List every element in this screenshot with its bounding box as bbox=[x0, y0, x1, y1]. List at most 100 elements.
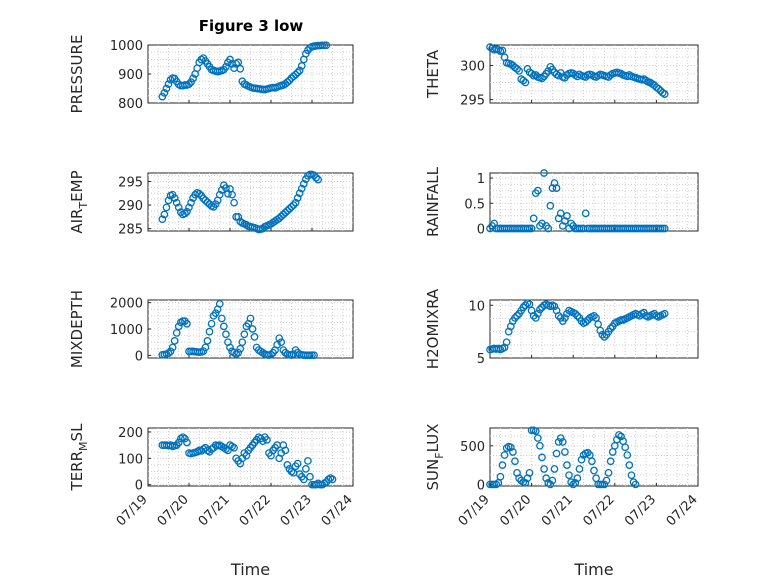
data-point bbox=[627, 471, 636, 480]
x-tick-label: 07/23 bbox=[622, 492, 659, 529]
data-point bbox=[283, 206, 292, 215]
data-point bbox=[220, 322, 228, 331]
data-point bbox=[552, 184, 561, 192]
data-point bbox=[631, 480, 640, 489]
data-point bbox=[248, 325, 257, 333]
data-point bbox=[625, 461, 634, 469]
y-tick-label: 1 bbox=[477, 172, 485, 187]
data-point bbox=[240, 330, 249, 339]
data-point bbox=[600, 333, 609, 341]
data-point bbox=[538, 453, 546, 462]
data-point bbox=[283, 461, 292, 469]
data-point bbox=[544, 479, 553, 487]
y-axis-label: H2OMIXRA bbox=[424, 288, 442, 369]
data-point bbox=[498, 461, 507, 469]
data-point bbox=[660, 224, 669, 233]
data-point bbox=[228, 190, 236, 199]
data-point bbox=[183, 319, 191, 328]
y-axis-label: AIRTEMP bbox=[68, 170, 90, 233]
data-point bbox=[293, 459, 302, 468]
data-point bbox=[207, 319, 216, 328]
data-point bbox=[623, 451, 632, 459]
y-tick-label: 295 bbox=[118, 175, 143, 190]
data-point bbox=[577, 455, 586, 464]
y-tick-label: 0.5 bbox=[464, 197, 485, 212]
data-point bbox=[540, 465, 548, 473]
data-point bbox=[293, 194, 302, 202]
data-point bbox=[299, 475, 308, 484]
data-point bbox=[550, 465, 559, 473]
data-point bbox=[236, 64, 245, 73]
data-point bbox=[571, 479, 580, 487]
data-point bbox=[322, 41, 331, 50]
data-point bbox=[215, 190, 224, 199]
data-point bbox=[160, 89, 169, 97]
subplot-air-temp: 285 290 295 AIRTEMP bbox=[68, 170, 354, 238]
y-tick-label: 285 bbox=[118, 223, 143, 238]
data-point bbox=[230, 443, 238, 452]
x-tick-label: 07/19 bbox=[114, 492, 151, 529]
data-point bbox=[162, 84, 171, 93]
data-point bbox=[529, 311, 538, 320]
data-point bbox=[531, 427, 540, 435]
data-point bbox=[181, 209, 189, 218]
data-point bbox=[536, 305, 544, 314]
subplot-terr-msl: 0 100 200 07/19 07/20 07/21 07/22 07/23 07/24 TER… bbox=[68, 423, 356, 579]
data-point bbox=[293, 68, 302, 77]
y-tick-label: 900 bbox=[118, 68, 143, 83]
data-point bbox=[606, 324, 615, 333]
y-tick-label: 10 bbox=[468, 299, 485, 314]
figure-title: Figure 3 low bbox=[199, 17, 304, 35]
y-tick-label: 0 bbox=[477, 478, 485, 493]
y-tick-label: 300 bbox=[460, 59, 485, 74]
data-point bbox=[571, 309, 580, 318]
data-point bbox=[211, 309, 220, 318]
data-point bbox=[304, 457, 312, 465]
data-point bbox=[554, 438, 563, 446]
data-point bbox=[160, 210, 169, 219]
data-point bbox=[600, 480, 609, 489]
data-point bbox=[515, 67, 523, 75]
data-point bbox=[232, 59, 240, 68]
data-point bbox=[533, 186, 542, 195]
x-tick-label: 07/22 bbox=[581, 492, 618, 529]
data-point bbox=[275, 214, 284, 223]
x-tick-label: 07/20 bbox=[155, 492, 192, 529]
data-point bbox=[222, 330, 230, 339]
data-point bbox=[203, 198, 212, 207]
data-point bbox=[314, 175, 322, 184]
data-point bbox=[552, 449, 561, 458]
data-point bbox=[174, 203, 183, 212]
x-tick-label: 07/20 bbox=[497, 492, 534, 529]
data-point bbox=[183, 438, 191, 447]
subplot-theta: 295 300 THETA bbox=[424, 43, 699, 109]
y-axis-label: MIXDEPTH bbox=[68, 290, 86, 368]
data-point bbox=[531, 314, 540, 322]
data-point bbox=[502, 338, 511, 347]
data-point bbox=[222, 62, 230, 71]
data-point bbox=[496, 472, 505, 481]
data-point bbox=[621, 443, 630, 452]
data-point bbox=[563, 212, 571, 220]
x-tick-label: 07/21 bbox=[196, 492, 233, 529]
data-point bbox=[201, 196, 210, 205]
subplot-rainfall: 0 0.5 1 RAINFALL bbox=[424, 166, 699, 237]
data-point bbox=[328, 475, 337, 484]
data-point bbox=[301, 465, 310, 473]
data-point bbox=[498, 46, 507, 55]
data-point bbox=[629, 478, 638, 486]
data-point bbox=[533, 434, 542, 442]
y-tick-label: 200 bbox=[118, 426, 143, 441]
data-point bbox=[550, 302, 559, 311]
data-point bbox=[558, 438, 567, 446]
data-point bbox=[556, 209, 565, 218]
subplot-h2omixra: 5 10 H2OMIXRA bbox=[424, 288, 699, 369]
data-point bbox=[492, 480, 501, 489]
data-point bbox=[561, 314, 569, 322]
data-point bbox=[195, 189, 204, 198]
data-point bbox=[654, 84, 663, 93]
x-tick-label: 07/19 bbox=[456, 492, 493, 529]
data-point bbox=[548, 476, 557, 485]
data-point bbox=[281, 208, 290, 217]
data-point bbox=[174, 438, 183, 447]
